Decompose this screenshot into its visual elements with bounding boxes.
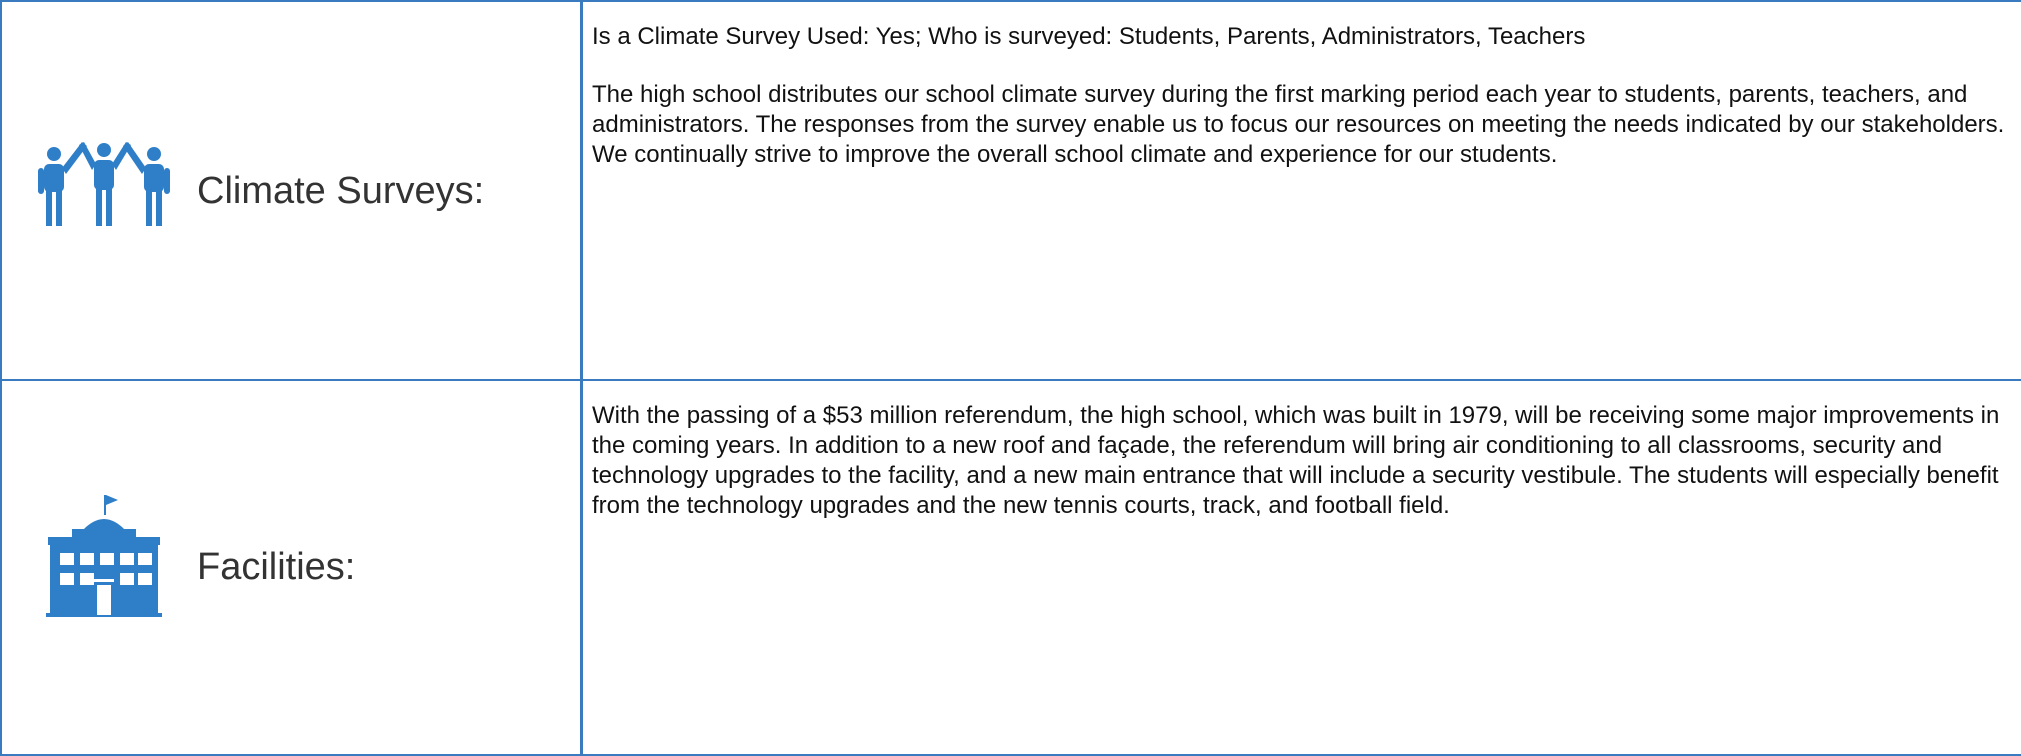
facilities-row: Facilities: With the passing of a $53 mi… [0,379,2021,756]
climate-row: Climate Surveys: Is a Climate Survey Use… [0,0,2021,381]
row-content: With the passing of a $53 million refere… [592,401,2012,549]
building-icon [46,495,162,617]
row-content: Is a Climate Survey Used: Yes; Who is su… [592,22,2012,198]
people-icon [38,142,170,226]
paragraph: With the passing of a $53 million refere… [592,402,2000,519]
row-header: Facilities: [2,381,583,754]
paragraph: Is a Climate Survey Used: Yes; Who is su… [592,23,1586,50]
row-label: Climate Surveys: [197,170,485,212]
row-header: Climate Surveys: [2,2,583,379]
row-label: Facilities: [197,546,356,588]
paragraph: The high school distributes our school c… [592,81,2005,168]
